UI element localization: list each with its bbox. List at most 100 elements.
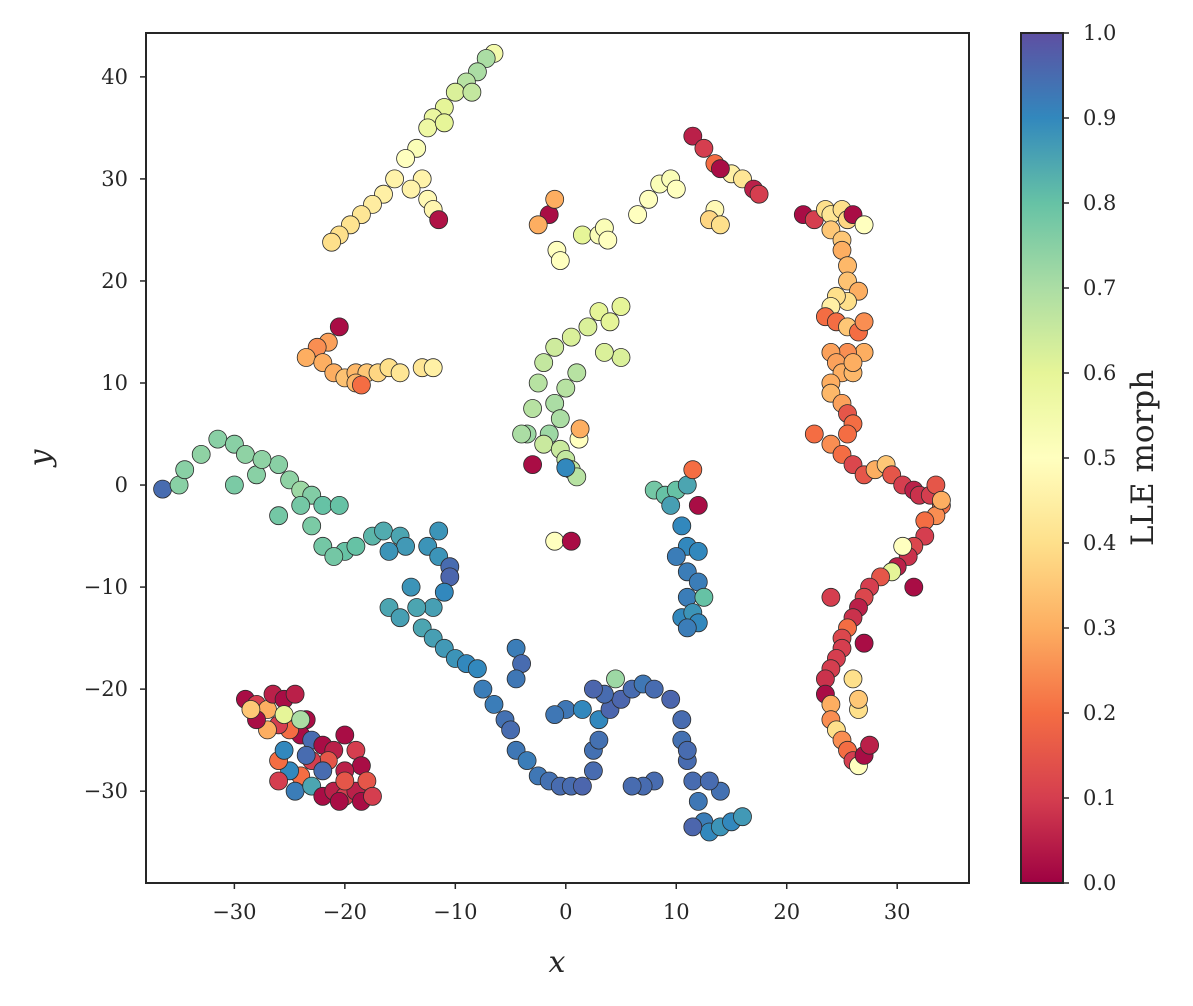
data-point (843, 353, 863, 373)
data-point (683, 460, 703, 480)
data-point (556, 458, 576, 478)
data-point (224, 475, 244, 495)
data-point (749, 184, 769, 204)
data-point (528, 373, 548, 393)
x-tick-label: 0 (559, 900, 572, 924)
data-point (241, 700, 261, 719)
colorbar-tick-label: 0.1 (1083, 786, 1116, 810)
y-tick-label: 10 (101, 371, 128, 395)
data-point (274, 740, 294, 760)
data-point (545, 189, 565, 209)
data-point (407, 598, 427, 617)
data-point (506, 669, 526, 689)
data-point (573, 776, 592, 796)
data-point (711, 159, 730, 179)
data-point (694, 587, 714, 607)
data-point (733, 807, 752, 827)
data-point (467, 659, 487, 679)
data-point (528, 215, 548, 235)
data-point (434, 582, 454, 602)
data-point (296, 348, 316, 367)
data-point (208, 429, 228, 449)
data-point (396, 149, 416, 168)
data-point (285, 781, 305, 801)
data-point (711, 215, 730, 235)
data-point (611, 348, 631, 367)
data-point (291, 710, 311, 730)
data-point (346, 536, 366, 556)
y-tick-label: 30 (101, 167, 128, 191)
data-point (534, 353, 554, 373)
data-point (904, 577, 924, 597)
data-point (313, 495, 333, 515)
data-point (329, 317, 349, 337)
data-point (854, 312, 874, 332)
data-point (434, 113, 454, 133)
data-point (672, 710, 692, 730)
data-point (235, 444, 255, 464)
data-point (512, 424, 531, 444)
data-point (683, 126, 703, 146)
data-point (598, 230, 618, 250)
data-point (501, 720, 521, 740)
data-point (661, 495, 681, 515)
data-point (445, 82, 465, 102)
data-point (561, 327, 581, 347)
data-point (628, 205, 647, 225)
data-point (606, 669, 625, 689)
colorbar (1020, 32, 1064, 884)
data-point (335, 771, 355, 791)
data-point (313, 761, 333, 781)
data-point (570, 419, 590, 439)
colorbar-tick-label: 0.7 (1083, 276, 1116, 300)
data-point (584, 761, 603, 781)
data-point (600, 312, 620, 332)
x-axis: −30 −20 −10 0 10 20 30 (212, 883, 911, 924)
data-point (252, 450, 272, 469)
data-point (379, 542, 399, 561)
data-point (584, 679, 603, 699)
data-point (423, 358, 443, 378)
data-point (573, 225, 592, 245)
data-point (390, 608, 410, 628)
data-point (523, 455, 542, 475)
data-point (324, 547, 344, 566)
data-point (561, 531, 581, 551)
data-point (274, 705, 294, 724)
data-point (385, 169, 405, 189)
data-point (191, 444, 211, 464)
data-point (688, 495, 708, 515)
y-axis-label: y (23, 448, 58, 468)
data-point (677, 618, 697, 638)
colorbar-label: LLE morph (1125, 370, 1161, 546)
colorbar-tick-label: 0.2 (1083, 701, 1116, 725)
data-point (556, 378, 576, 398)
data-point (854, 215, 874, 235)
data-point (285, 684, 305, 704)
data-point (374, 521, 393, 541)
data-point (534, 434, 554, 454)
data-point (523, 399, 542, 418)
data-point (573, 700, 592, 719)
colorbar-tick-label: 0.9 (1083, 106, 1116, 130)
data-point (700, 771, 719, 791)
colorbar-tick-label: 0.5 (1083, 446, 1116, 470)
x-axis-label: x (549, 945, 566, 980)
data-point (688, 542, 708, 561)
colorbar-tick-label: 0.0 (1083, 871, 1116, 895)
x-tick-label: 10 (663, 900, 690, 924)
data-point (418, 118, 438, 138)
data-point (545, 337, 565, 357)
data-point (666, 547, 686, 566)
data-point (860, 735, 879, 755)
data-point (893, 536, 913, 556)
colorbar-tick-label: 0.4 (1083, 531, 1116, 555)
data-point (854, 633, 874, 653)
data-point (473, 679, 493, 699)
data-point (390, 363, 410, 383)
data-point (517, 751, 537, 770)
colorbar-ticks: 0.0 0.1 0.2 0.3 0.4 0.5 0.6 0.7 0.8 0.9 1.0 (1063, 21, 1116, 895)
scatter-points (153, 44, 951, 842)
data-point (932, 490, 951, 510)
data-point (672, 516, 692, 536)
